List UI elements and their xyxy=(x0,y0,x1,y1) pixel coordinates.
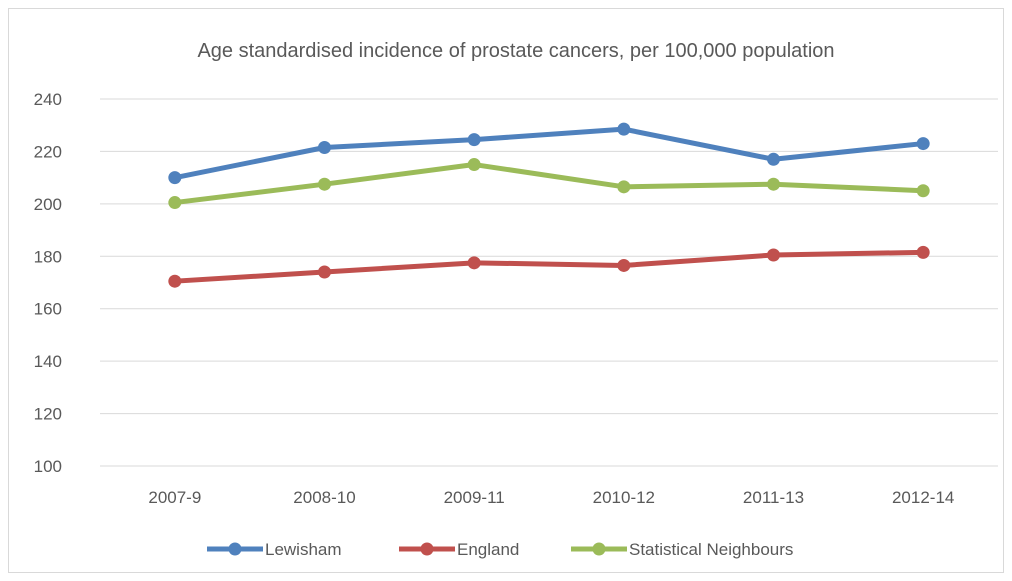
series-england xyxy=(168,245,930,288)
series-line xyxy=(172,126,926,181)
data-point xyxy=(467,256,481,270)
y-tick-label: 160 xyxy=(34,300,62,319)
y-tick-label: 140 xyxy=(34,352,62,371)
legend-label: Lewisham xyxy=(265,540,342,559)
series-line xyxy=(172,162,926,206)
chart-frame xyxy=(8,8,1004,573)
legend-swatch-marker xyxy=(420,542,434,556)
data-point xyxy=(916,137,930,151)
y-tick-label: 220 xyxy=(34,142,62,161)
data-point xyxy=(617,180,631,194)
data-point xyxy=(318,140,331,154)
series-statistical-neighbours xyxy=(168,158,930,210)
x-tick-label: 2009-11 xyxy=(444,488,505,507)
y-tick-label: 100 xyxy=(34,457,62,476)
data-point xyxy=(168,274,182,288)
x-tick-label: 2012-14 xyxy=(892,488,954,507)
data-point xyxy=(318,265,331,279)
legend: Lewisham England Statistical Neighbours xyxy=(207,540,793,559)
legend-swatch-marker xyxy=(592,542,606,556)
x-tick-label: 2011-13 xyxy=(743,488,804,507)
legend-label: Statistical Neighbours xyxy=(629,540,793,559)
legend-swatch-marker xyxy=(228,542,242,556)
legend-label: England xyxy=(457,540,519,559)
x-tick-label: 2007-9 xyxy=(148,488,201,507)
data-point xyxy=(767,248,780,262)
y-tick-label: 120 xyxy=(34,405,62,424)
data-point xyxy=(168,196,182,210)
data-point xyxy=(168,171,182,185)
gridlines xyxy=(100,98,998,467)
x-axis-ticks: 2007-9 2008-10 2009-11 2010-12 2011-13 2012-1… xyxy=(148,488,954,507)
legend-item: England xyxy=(399,540,519,559)
legend-item: Statistical Neighbours xyxy=(571,540,793,559)
data-point xyxy=(916,184,930,198)
y-tick-label: 240 xyxy=(34,90,62,109)
y-axis-ticks: 100 120 140 160 180 200 220 240 xyxy=(34,90,62,476)
series-lewisham xyxy=(168,122,930,185)
x-tick-label: 2008-10 xyxy=(293,488,355,507)
data-point xyxy=(467,158,481,172)
data-point xyxy=(617,258,631,272)
data-point xyxy=(467,133,481,147)
series-lines xyxy=(168,122,930,288)
chart-title: Age standardised incidence of prostate c… xyxy=(197,40,834,62)
y-tick-label: 200 xyxy=(34,195,62,214)
x-tick-label: 2010-12 xyxy=(593,488,655,507)
data-point xyxy=(767,177,780,191)
y-tick-label: 180 xyxy=(34,247,62,266)
data-point xyxy=(617,122,631,136)
data-point xyxy=(916,245,930,259)
data-point xyxy=(767,152,780,166)
legend-item: Lewisham xyxy=(207,540,342,559)
data-point xyxy=(318,177,331,191)
series-line xyxy=(172,249,926,284)
